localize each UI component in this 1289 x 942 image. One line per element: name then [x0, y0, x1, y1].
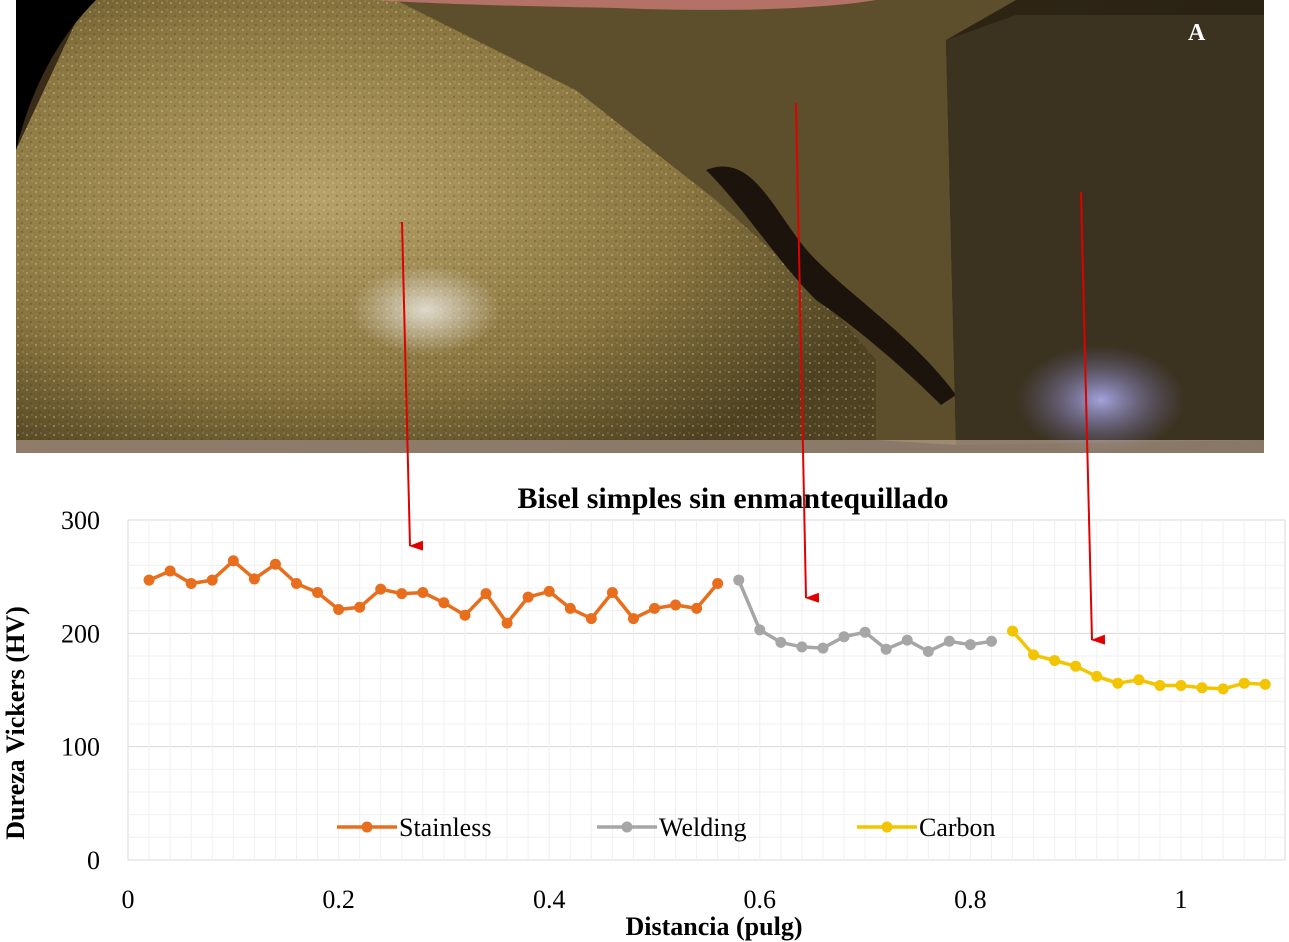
data-point-carbon: [1049, 655, 1061, 667]
data-point-stainless: [290, 577, 302, 589]
panel-label: A: [1188, 20, 1206, 46]
legend-marker-carbon: [881, 821, 893, 833]
x-tick-label: 0.6: [744, 885, 777, 914]
data-point-stainless: [227, 555, 239, 567]
data-point-stainless: [164, 565, 176, 577]
data-point-stainless: [564, 602, 576, 614]
data-point-stainless: [649, 602, 660, 614]
data-point-welding: [964, 639, 976, 651]
data-point-carbon: [1133, 674, 1145, 686]
data-point-stainless: [333, 604, 345, 616]
data-point-stainless: [585, 613, 597, 625]
data-point-stainless: [375, 583, 387, 595]
data-point-carbon: [1217, 683, 1229, 695]
legend-label-stainless: Stainless: [399, 813, 491, 842]
data-point-welding: [922, 645, 934, 657]
x-tick-label: 0: [122, 885, 135, 914]
data-point-welding: [733, 574, 745, 586]
plot-area: [127, 519, 1286, 861]
data-point-carbon: [1070, 660, 1082, 672]
data-point-carbon: [1007, 625, 1019, 637]
legend: Stainless Welding Carbon: [337, 813, 996, 842]
x-axis-label: Distancia (pulg): [626, 912, 803, 941]
data-point-stainless: [670, 599, 682, 611]
data-point-carbon: [1175, 679, 1187, 691]
data-point-stainless: [459, 609, 471, 621]
data-point-stainless: [354, 601, 366, 613]
data-point-stainless: [691, 602, 703, 614]
x-tick-label: 0.2: [322, 885, 355, 914]
data-point-carbon: [1112, 677, 1124, 689]
y-tick-label: 300: [61, 506, 100, 535]
legend-label-carbon: Carbon: [919, 813, 996, 842]
series-layer: [143, 555, 1271, 695]
data-point-welding: [775, 636, 787, 648]
weld-micrograph: [16, 0, 1264, 453]
data-point-welding: [880, 643, 892, 655]
data-point-welding: [859, 626, 871, 638]
data-point-welding: [817, 642, 829, 654]
data-point-stainless: [438, 597, 450, 609]
hardness-chart: 0 100 200 300 0 0.2 0.4 0.6 0.8 1 Bisel simples …: [1, 482, 1286, 941]
data-point-welding: [943, 635, 955, 647]
data-point-stainless: [627, 613, 639, 625]
chart-title: Bisel simples sin enmantequillado: [518, 482, 949, 515]
data-point-welding: [838, 631, 850, 643]
x-tick-labels: 0 0.2 0.4 0.6 0.8 1: [122, 885, 1188, 914]
data-point-carbon: [1028, 649, 1040, 661]
data-point-stainless: [543, 585, 555, 597]
x-tick-label: 1: [1175, 885, 1188, 914]
data-point-stainless: [606, 587, 618, 599]
y-tick-labels: 0 100 200 300: [61, 506, 100, 875]
y-tick-label: 200: [61, 619, 100, 648]
data-point-stainless: [480, 588, 492, 600]
data-point-stainless: [312, 587, 324, 599]
series-line-stainless: [148, 559, 720, 625]
data-point-welding: [754, 624, 766, 636]
y-tick-label: 0: [87, 846, 100, 875]
y-axis-label: Dureza Vickers (HV): [1, 606, 30, 839]
data-point-carbon: [1091, 670, 1103, 682]
x-tick-label: 0.8: [954, 885, 987, 914]
data-point-carbon: [1154, 679, 1166, 691]
legend-marker-welding: [621, 821, 633, 833]
data-point-stainless: [396, 588, 408, 600]
data-point-stainless: [269, 558, 281, 570]
data-point-carbon: [1196, 682, 1208, 694]
y-tick-label: 100: [61, 733, 100, 762]
data-point-welding: [901, 634, 913, 646]
data-point-stainless: [501, 617, 513, 629]
data-point-welding: [985, 635, 997, 647]
data-point-stainless: [206, 574, 218, 586]
data-point-stainless: [143, 574, 155, 586]
data-point-stainless: [185, 577, 197, 589]
data-point-stainless: [417, 587, 429, 599]
legend-marker-stainless: [361, 821, 373, 833]
data-point-carbon: [1259, 678, 1271, 690]
data-point-carbon: [1238, 677, 1250, 689]
data-point-stainless: [712, 577, 724, 589]
x-tick-label: 0.4: [533, 885, 566, 914]
data-point-stainless: [248, 573, 260, 585]
data-point-stainless: [522, 591, 534, 603]
legend-label-welding: Welding: [659, 813, 746, 842]
data-point-welding: [796, 641, 808, 653]
